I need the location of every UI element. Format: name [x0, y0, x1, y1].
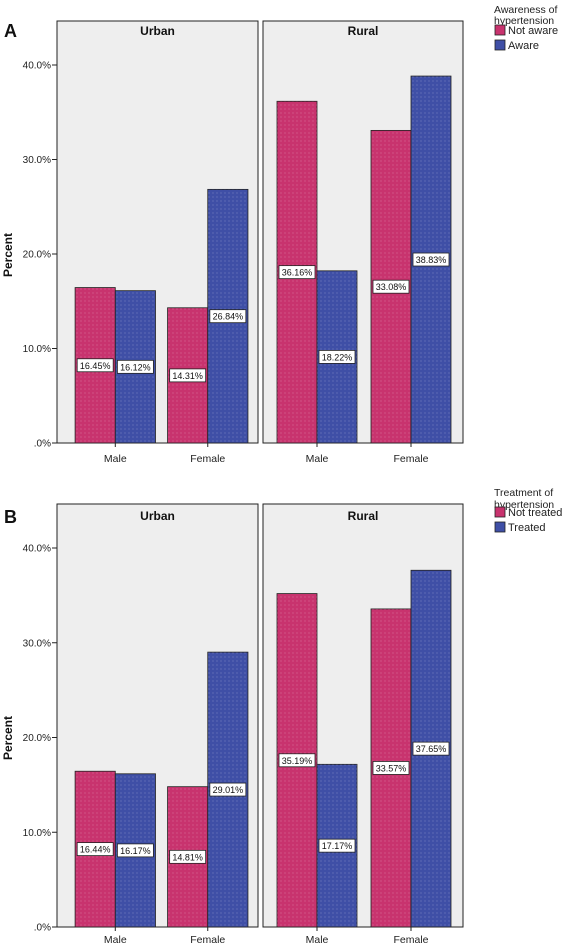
y-tick-label: .0% [34, 923, 51, 934]
data-label: 14.81% [172, 852, 203, 862]
legend-title: hypertension [494, 15, 554, 27]
data-label-box [209, 782, 247, 797]
facet-title: Rural [348, 509, 379, 523]
data-label: 35.19% [282, 756, 313, 766]
y-tick-label: 20.0% [23, 733, 51, 744]
y-tick-label: .0% [34, 439, 51, 450]
data-label: 29.01% [213, 785, 244, 795]
facet-title: Rural [348, 24, 379, 38]
data-label-box [372, 279, 410, 294]
x-category-label: Male [104, 453, 127, 465]
x-category-label: Female [190, 453, 225, 465]
data-label-box [372, 761, 410, 775]
x-category-label: Male [104, 934, 127, 946]
data-label-box [116, 359, 154, 374]
legend-swatch [494, 506, 506, 518]
data-label-box [318, 350, 356, 364]
x-category-label: Female [393, 934, 428, 946]
x-category-label: Male [306, 934, 329, 946]
legend-title: Awareness of [494, 4, 558, 16]
data-label-box [412, 252, 450, 267]
data-label: 16.44% [80, 845, 111, 855]
y-tick-label: 20.0% [23, 250, 51, 261]
data-label: 16.17% [120, 846, 151, 856]
panel-letter: B [4, 507, 17, 527]
y-tick-label: 30.0% [23, 155, 51, 166]
data-label: 14.31% [172, 371, 203, 381]
y-tick-label: 40.0% [23, 544, 51, 555]
x-category-label: Male [306, 453, 329, 465]
data-label: 37.65% [416, 744, 447, 754]
y-tick-label: 40.0% [23, 61, 51, 72]
y-tick-label: 10.0% [23, 828, 51, 839]
x-category-label: Female [393, 453, 428, 465]
data-label: 16.45% [80, 361, 111, 371]
legend-swatch [494, 521, 506, 533]
data-label: 26.84% [213, 312, 244, 322]
y-tick-label: 30.0% [23, 638, 51, 649]
data-label: 17.17% [322, 841, 353, 851]
data-label-box [209, 309, 247, 324]
legend-item: Not aware [508, 25, 558, 37]
legend-swatch [494, 39, 506, 51]
data-label-box [412, 741, 450, 756]
data-label-box [116, 843, 154, 858]
data-label: 33.57% [376, 763, 407, 773]
data-label-box [169, 368, 207, 383]
data-label-box [318, 838, 356, 853]
legend-title: Treatment of [494, 487, 553, 499]
data-label-box [76, 358, 114, 373]
legend-swatch [494, 24, 506, 36]
y-axis-label: Percent [1, 233, 15, 277]
legend-title: hypertension [494, 499, 554, 511]
data-label-box [278, 753, 316, 768]
data-label: 36.16% [282, 268, 313, 278]
data-label: 16.12% [120, 362, 151, 372]
data-label-box [76, 842, 114, 857]
legend-item: Aware [508, 40, 539, 52]
data-label-box [169, 849, 207, 864]
facet-title: Urban [140, 509, 175, 523]
facet-title: Urban [140, 24, 175, 38]
data-label-box [278, 265, 316, 280]
data-label: 38.83% [416, 255, 447, 265]
legend-item: Not treated [508, 507, 562, 519]
data-label: 18.22% [322, 352, 353, 362]
y-axis-label: Percent [1, 716, 15, 760]
data-label: 33.08% [376, 282, 407, 292]
legend-item: Treated [508, 522, 546, 534]
y-tick-label: 10.0% [23, 344, 51, 355]
x-category-label: Female [190, 934, 225, 946]
panel-letter: A [4, 21, 17, 41]
